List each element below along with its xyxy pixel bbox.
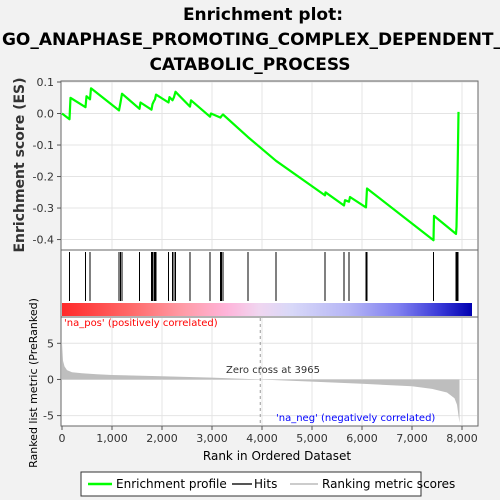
x-tick-label: 7,000 [396,432,428,445]
x-tick-label: 6,000 [346,432,378,445]
legend-metric-label: Ranking metric scores [322,477,455,491]
metric-y-tick-label: 5 [47,337,54,350]
positive-correlation-label: 'na_pos' (positively correlated) [64,318,218,329]
es-y-axis-label: Enrichment score (ES) [12,77,28,252]
chart-title-line-3: CATABOLIC_PROCESS [149,55,350,75]
enrichment-profile-line [61,87,460,242]
negative-correlation-label: 'na_neg' (negatively correlated) [276,413,435,424]
metric-y-axis-label: Ranked list metric (PreRanked) [27,298,40,468]
ranking-metric-area [62,343,460,423]
metric-y-tick-label: -5 [43,410,54,423]
es-panel-frame [60,80,479,251]
x-tick-label: 2,000 [146,432,178,445]
es-y-tick-label: 0.1 [37,76,55,89]
x-tick-label: 0 [59,432,66,445]
x-tick-label: 5,000 [296,432,328,445]
correlation-gradient-bar [62,303,472,316]
hits-marks [69,252,459,301]
x-tick-label: 8,000 [446,432,478,445]
es-y-axis-ticks: 0.1 0.0 -0.1 -0.2 -0.3 -0.4 [33,76,61,247]
metric-grid [62,318,477,425]
legend-enrichment-label: Enrichment profile [116,477,227,491]
chart-title-line-1: Enrichment plot: [183,5,343,25]
metric-y-tick-label: 0 [47,373,54,386]
x-tick-label: 4,000 [246,432,278,445]
es-grid [62,81,477,249]
x-axis-label: Rank in Ordered Dataset [203,449,351,463]
es-y-tick-label: -0.1 [33,139,54,152]
x-axis-ticks: 0 1,000 2,000 3,000 4,000 5,000 6,000 7,000 8,00… [59,426,478,445]
metric-y-axis-ticks: 5 0 -5 [43,337,61,423]
x-tick-label: 1,000 [96,432,128,445]
es-y-tick-label: 0.0 [37,108,55,121]
es-y-tick-label: -0.3 [33,202,54,215]
legend-hits-label: Hits [254,477,277,491]
zero-cross-annotation: Zero cross at 3965 [226,365,320,376]
es-y-tick-label: -0.4 [33,234,54,247]
metric-panel-frame [60,316,479,427]
x-tick-label: 3,000 [196,432,228,445]
chart-title-line-2: GO_ANAPHASE_PROMOTING_COMPLEX_DEPENDENT_ [2,30,500,50]
es-y-tick-label: -0.2 [33,171,54,184]
